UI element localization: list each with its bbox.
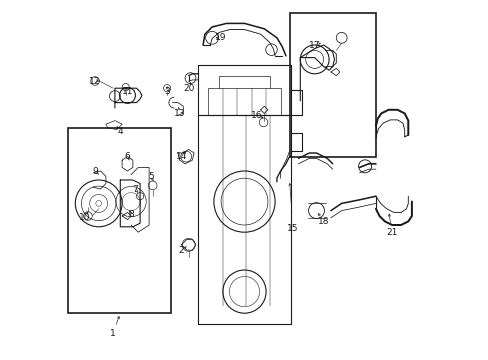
Text: 17: 17 xyxy=(308,40,320,49)
Text: 4: 4 xyxy=(117,127,123,136)
Bar xyxy=(68,128,170,313)
Text: 12: 12 xyxy=(89,77,101,85)
Text: 1: 1 xyxy=(110,328,116,338)
Text: 9: 9 xyxy=(92,166,98,175)
Polygon shape xyxy=(197,65,291,115)
Text: 11: 11 xyxy=(122,87,133,96)
Text: 10: 10 xyxy=(79,213,90,222)
Text: 5: 5 xyxy=(148,172,153,181)
Text: 20: 20 xyxy=(183,84,194,93)
Text: 14: 14 xyxy=(176,152,187,161)
Text: 2: 2 xyxy=(178,246,184,255)
Text: 19: 19 xyxy=(215,33,226,42)
Text: 7: 7 xyxy=(132,184,137,194)
Text: 16: 16 xyxy=(251,111,263,120)
Polygon shape xyxy=(197,115,291,324)
Text: 13: 13 xyxy=(174,109,185,118)
Text: 6: 6 xyxy=(124,152,130,161)
Text: 8: 8 xyxy=(128,210,134,219)
Bar xyxy=(289,13,375,157)
Text: 21: 21 xyxy=(386,228,397,237)
Text: 18: 18 xyxy=(317,217,329,226)
Text: 3: 3 xyxy=(164,87,170,96)
Text: 15: 15 xyxy=(287,224,298,233)
Circle shape xyxy=(96,201,102,206)
